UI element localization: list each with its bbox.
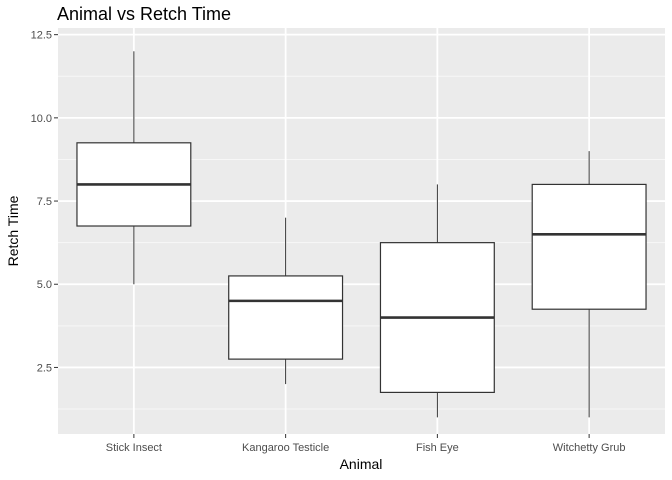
x-tick-label: Stick Insect (106, 442, 162, 454)
y-tick-label: 10.0 (31, 113, 52, 125)
y-tick-label: 12.5 (31, 30, 52, 42)
x-axis-title: Animal (340, 456, 383, 472)
y-tick-label: 5.0 (37, 279, 52, 291)
x-tick-label: Fish Eye (416, 442, 459, 454)
y-tick-label: 7.5 (37, 196, 52, 208)
box-rect (531, 183, 647, 310)
box-1 (76, 51, 192, 285)
y-tick-label: 2.5 (37, 362, 52, 374)
box-group (76, 51, 647, 418)
box-3 (379, 184, 495, 418)
x-axis: Stick Insect Kangaroo Testicle Fish Eye Wit… (106, 434, 626, 454)
y-axis: 2.5 5.0 7.5 10.0 12.5 (31, 30, 58, 374)
box-2 (228, 217, 344, 385)
chart-title: Animal vs Retch Time (57, 4, 231, 24)
x-tick-label: Witchetty Grub (553, 442, 626, 454)
x-tick-label: Kangaroo Testicle (242, 442, 329, 454)
y-axis-title: Retch Time (5, 195, 21, 266)
box-rect (228, 275, 344, 360)
box-4 (531, 151, 647, 418)
